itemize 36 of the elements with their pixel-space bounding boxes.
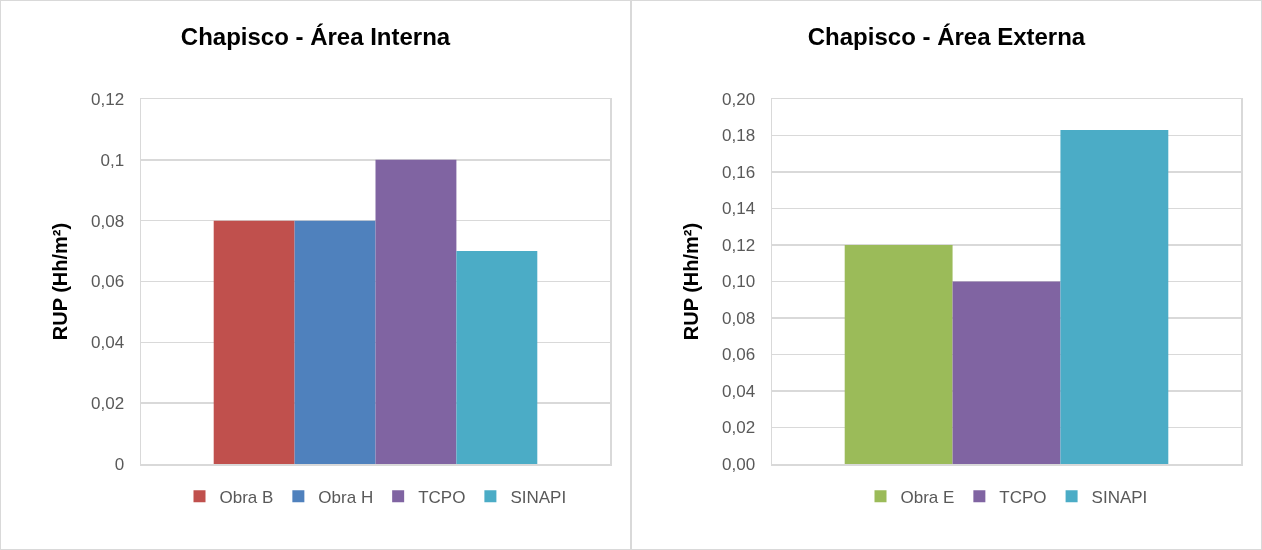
y-tick-label: 0,08 (91, 211, 125, 231)
y-tick-label: 0,20 (722, 89, 756, 109)
legend-label: Obra E (900, 487, 955, 507)
chart-title: Chapisco - Área Externa (807, 23, 1086, 51)
legend-label: SINAPI (510, 487, 567, 507)
y-tick-label: 0,04 (722, 381, 756, 401)
bar (456, 251, 538, 464)
y-tick-label: 0 (114, 454, 125, 474)
y-tick-label: 0,14 (722, 199, 756, 219)
y-tick-label: 0,12 (722, 235, 756, 255)
y-tick-label: 0,18 (722, 126, 756, 146)
bar (294, 220, 376, 464)
y-tick-label: 0,1 (100, 150, 125, 170)
legend-label: TCPO (999, 487, 1047, 507)
legend-label: SINAPI (1091, 487, 1148, 507)
bar (844, 245, 953, 464)
bar (375, 159, 457, 464)
y-tick-label: 0,02 (91, 394, 125, 414)
legend-label: TCPO (418, 487, 466, 507)
bar (952, 281, 1061, 464)
y-tick-label: 0,16 (722, 162, 756, 182)
bar (1060, 130, 1169, 464)
y-tick-label: 0,06 (91, 272, 125, 292)
chart-title: Chapisco - Área Interna (180, 23, 451, 51)
y-tick-label: 0,08 (722, 308, 756, 328)
y-axis-title: RUP (Hh/m²) (48, 222, 71, 341)
legend-label: Obra H (318, 487, 374, 507)
y-tick-label: 0,10 (722, 272, 756, 292)
y-tick-label: 0,00 (722, 454, 756, 474)
y-tick-label: 0,04 (91, 333, 125, 353)
y-tick-label: 0,12 (91, 89, 125, 109)
y-tick-label: 0,02 (722, 418, 756, 438)
y-tick-label: 0,06 (722, 345, 756, 365)
bar (213, 220, 295, 464)
legend-label: Obra B (219, 487, 274, 507)
y-axis-title: RUP (Hh/m²) (679, 222, 702, 341)
